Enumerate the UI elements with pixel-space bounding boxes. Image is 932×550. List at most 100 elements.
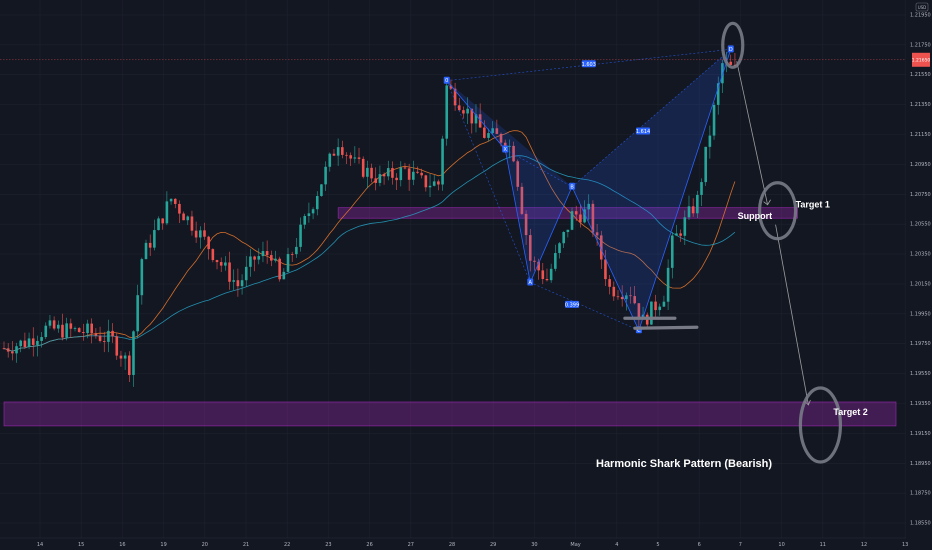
candle xyxy=(19,340,23,347)
candle xyxy=(591,203,595,233)
candle xyxy=(721,63,724,84)
candle xyxy=(700,182,703,195)
candle xyxy=(579,214,582,223)
candle xyxy=(541,270,545,279)
candle xyxy=(708,135,712,147)
candle xyxy=(107,330,110,342)
candle xyxy=(478,114,482,128)
candle xyxy=(345,154,348,156)
candle xyxy=(528,235,532,261)
candle xyxy=(199,230,202,238)
pattern-title: Harmonic Shark Pattern (Bearish) xyxy=(596,458,772,470)
pattern-ratio-line xyxy=(571,49,731,188)
candle xyxy=(549,268,553,281)
candle xyxy=(424,175,428,188)
candle xyxy=(341,147,344,155)
candle xyxy=(332,153,336,156)
annotations xyxy=(623,21,843,464)
candle xyxy=(691,206,695,214)
candle xyxy=(474,114,478,124)
candle xyxy=(620,296,624,300)
highlight-circle-target-2 xyxy=(798,386,843,464)
candle xyxy=(512,145,515,162)
candle xyxy=(40,337,43,341)
candle xyxy=(524,213,528,236)
pattern-point-badge xyxy=(727,45,734,53)
candle xyxy=(495,128,499,134)
target-1-label: Target 1 xyxy=(796,200,830,210)
candle xyxy=(261,251,265,257)
currency-badge[interactable] xyxy=(915,2,929,12)
candle xyxy=(399,167,403,181)
candle xyxy=(61,324,64,338)
candle xyxy=(382,174,386,177)
candle xyxy=(328,153,332,167)
x-tick-label: 21 xyxy=(243,542,249,548)
y-tick-label: 1.21550 xyxy=(910,72,931,78)
x-tick-label: 26 xyxy=(366,542,372,548)
candle xyxy=(570,211,574,230)
y-tick-label: 1.19150 xyxy=(910,431,931,437)
candle xyxy=(558,243,561,254)
pattern-point-label: A xyxy=(529,280,533,286)
candle xyxy=(307,213,311,217)
candle xyxy=(132,331,135,375)
x-tick-label: 7 xyxy=(739,542,742,548)
candle xyxy=(286,254,290,272)
candle xyxy=(428,185,432,188)
candle xyxy=(36,340,39,345)
candle xyxy=(654,301,657,311)
pattern-fill xyxy=(446,80,573,283)
candle xyxy=(679,233,682,236)
candle xyxy=(136,295,139,332)
candle xyxy=(675,233,678,236)
candle xyxy=(31,338,35,345)
highlight-circle-target-1 xyxy=(757,181,798,241)
candle xyxy=(6,348,10,352)
candle xyxy=(111,330,114,337)
candle xyxy=(516,161,520,187)
candle xyxy=(295,246,298,255)
candle xyxy=(625,295,628,300)
candle xyxy=(77,328,81,333)
candle xyxy=(386,168,390,177)
x-tick-label: 20 xyxy=(202,542,208,548)
candle xyxy=(90,323,94,334)
candle xyxy=(52,320,56,329)
y-tick-label: 1.20550 xyxy=(910,222,931,228)
candle xyxy=(716,83,720,105)
candle xyxy=(73,328,77,329)
y-axis-ticks: 1.21950 1.21750 1.21550 1.21350 1.21150 1.209… xyxy=(910,12,931,526)
y-tick-label: 1.18750 xyxy=(910,491,931,497)
candle xyxy=(491,128,494,134)
candle xyxy=(662,301,666,307)
candle xyxy=(182,213,185,221)
candle xyxy=(98,335,102,341)
candle xyxy=(257,256,261,260)
chart-grid xyxy=(0,0,906,538)
y-tick-label: 1.21150 xyxy=(910,132,931,138)
candle xyxy=(666,267,670,302)
x-tick-label: 10 xyxy=(778,542,784,548)
candle xyxy=(324,166,327,185)
candle xyxy=(215,260,219,263)
price-axis-panel[interactable] xyxy=(906,0,932,538)
candle xyxy=(190,216,194,231)
candle xyxy=(508,145,511,147)
pattern-point-label: 0 xyxy=(445,78,448,84)
candle xyxy=(361,158,365,177)
candle xyxy=(441,138,444,185)
candle xyxy=(449,85,453,89)
candle xyxy=(670,235,674,268)
candle xyxy=(178,203,181,214)
candle xyxy=(416,171,419,173)
candle xyxy=(395,177,398,181)
candle xyxy=(153,230,156,248)
candle xyxy=(228,262,231,282)
pattern-ratio-line xyxy=(505,149,573,188)
candle xyxy=(608,279,611,287)
pattern-ratio-label: 1.614 xyxy=(636,129,650,135)
y-tick-label: 1.20150 xyxy=(910,281,931,287)
candle xyxy=(604,259,607,280)
